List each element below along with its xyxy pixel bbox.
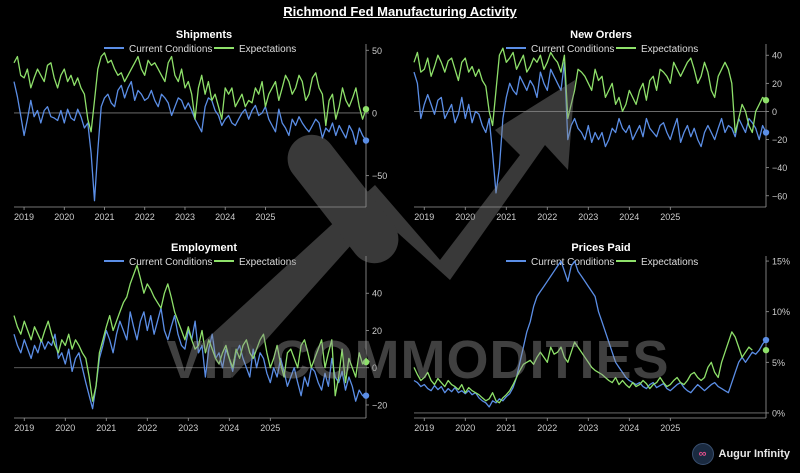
series-line-current-conditions xyxy=(13,80,367,202)
y-tick-label: 15% xyxy=(772,257,790,267)
chart-title: Shipments xyxy=(176,29,232,41)
x-tick-label: 2023 xyxy=(578,423,598,433)
y-tick-label: 5% xyxy=(772,358,785,368)
chart-panel: Employment Current Conditions Expectations… xyxy=(13,242,387,433)
series-line-expectations xyxy=(413,331,753,404)
chart-title: Prices Paid xyxy=(571,242,630,254)
x-tick-label: 2023 xyxy=(578,212,598,222)
chart-panel: Shipments Current Conditions Expectations 5… xyxy=(13,29,387,222)
series-end-point xyxy=(762,336,770,344)
x-tick-label: 2025 xyxy=(255,212,275,222)
x-tick-label: 2019 xyxy=(14,423,34,433)
x-tick-label: 2024 xyxy=(619,423,639,433)
y-tick-label: 0% xyxy=(772,408,785,418)
series-end-point xyxy=(362,106,370,113)
x-tick-label: 2022 xyxy=(537,423,557,433)
x-tick-label: 2024 xyxy=(219,423,239,433)
x-tick-label: 2023 xyxy=(175,212,195,222)
legend-label: Expectations xyxy=(641,257,698,268)
y-tick-label: 20 xyxy=(372,326,382,336)
y-tick-label: 40 xyxy=(772,51,782,61)
legend-label: Current Conditions xyxy=(129,44,212,55)
x-tick-label: 2021 xyxy=(496,423,516,433)
y-tick-label: 20 xyxy=(772,79,782,89)
series-line-expectations xyxy=(413,47,767,134)
y-tick-label: −40 xyxy=(772,163,787,173)
series-end-point xyxy=(362,392,370,399)
x-tick-label: 2024 xyxy=(215,212,235,222)
x-tick-label: 2019 xyxy=(414,212,434,222)
y-tick-label: 0 xyxy=(372,363,377,373)
y-tick-label: 0 xyxy=(372,108,377,118)
y-tick-label: −20 xyxy=(372,400,387,410)
series-line-current-conditions xyxy=(13,307,366,410)
chart-panel: Prices Paid Current Conditions Expectation… xyxy=(413,242,790,433)
series-end-point xyxy=(762,97,770,104)
y-tick-label: −50 xyxy=(372,171,387,181)
x-tick-label: 2025 xyxy=(660,423,680,433)
x-tick-label: 2019 xyxy=(414,423,434,433)
y-tick-label: 0 xyxy=(772,107,777,117)
series-line-expectations xyxy=(13,52,367,133)
x-tick-label: 2020 xyxy=(55,423,75,433)
series-end-point xyxy=(362,137,370,144)
x-tick-label: 2022 xyxy=(135,212,155,222)
x-tick-label: 2022 xyxy=(137,423,157,433)
page-title: Richmond Fed Manufacturing Activity xyxy=(283,4,517,19)
series-end-point xyxy=(762,129,770,136)
y-tick-label: 40 xyxy=(372,289,382,299)
y-tick-label: 50 xyxy=(372,46,382,56)
y-tick-label: −20 xyxy=(772,135,787,145)
x-tick-label: 2021 xyxy=(96,423,116,433)
brand-label: Augur Infinity xyxy=(718,448,791,460)
x-tick-label: 2019 xyxy=(14,212,34,222)
x-tick-label: 2020 xyxy=(455,423,475,433)
x-tick-label: 2022 xyxy=(537,212,557,222)
augur-infinity-logo-icon: ∞ xyxy=(691,443,714,465)
x-tick-label: 2020 xyxy=(54,212,74,222)
x-tick-label: 2024 xyxy=(619,212,639,222)
series-end-point xyxy=(762,346,770,354)
series-line-current-conditions xyxy=(413,260,767,408)
legend-label: Expectations xyxy=(239,257,296,268)
chart-panel: New Orders Current Conditions Expectations… xyxy=(413,29,787,222)
chart-title: New Orders xyxy=(570,29,632,41)
x-tick-label: 2025 xyxy=(660,212,680,222)
brand: ∞ Augur Infinity xyxy=(691,443,791,465)
legend-label: Current Conditions xyxy=(531,44,614,55)
x-tick-label: 2023 xyxy=(178,423,198,433)
legend-label: Expectations xyxy=(239,44,296,55)
y-tick-label: 10% xyxy=(772,307,790,317)
series-line-expectations xyxy=(13,264,370,402)
x-tick-label: 2021 xyxy=(496,212,516,222)
legend-label: Current Conditions xyxy=(531,257,614,268)
x-tick-label: 2020 xyxy=(455,212,475,222)
x-tick-label: 2021 xyxy=(94,212,114,222)
chart-title: Employment xyxy=(171,242,237,254)
legend-label: Expectations xyxy=(641,44,698,55)
series-end-point xyxy=(362,358,370,366)
x-tick-label: 2025 xyxy=(260,423,280,433)
legend-label: Current Conditions xyxy=(129,257,212,268)
series-line-current-conditions xyxy=(413,61,767,194)
y-tick-label: −60 xyxy=(772,191,787,201)
